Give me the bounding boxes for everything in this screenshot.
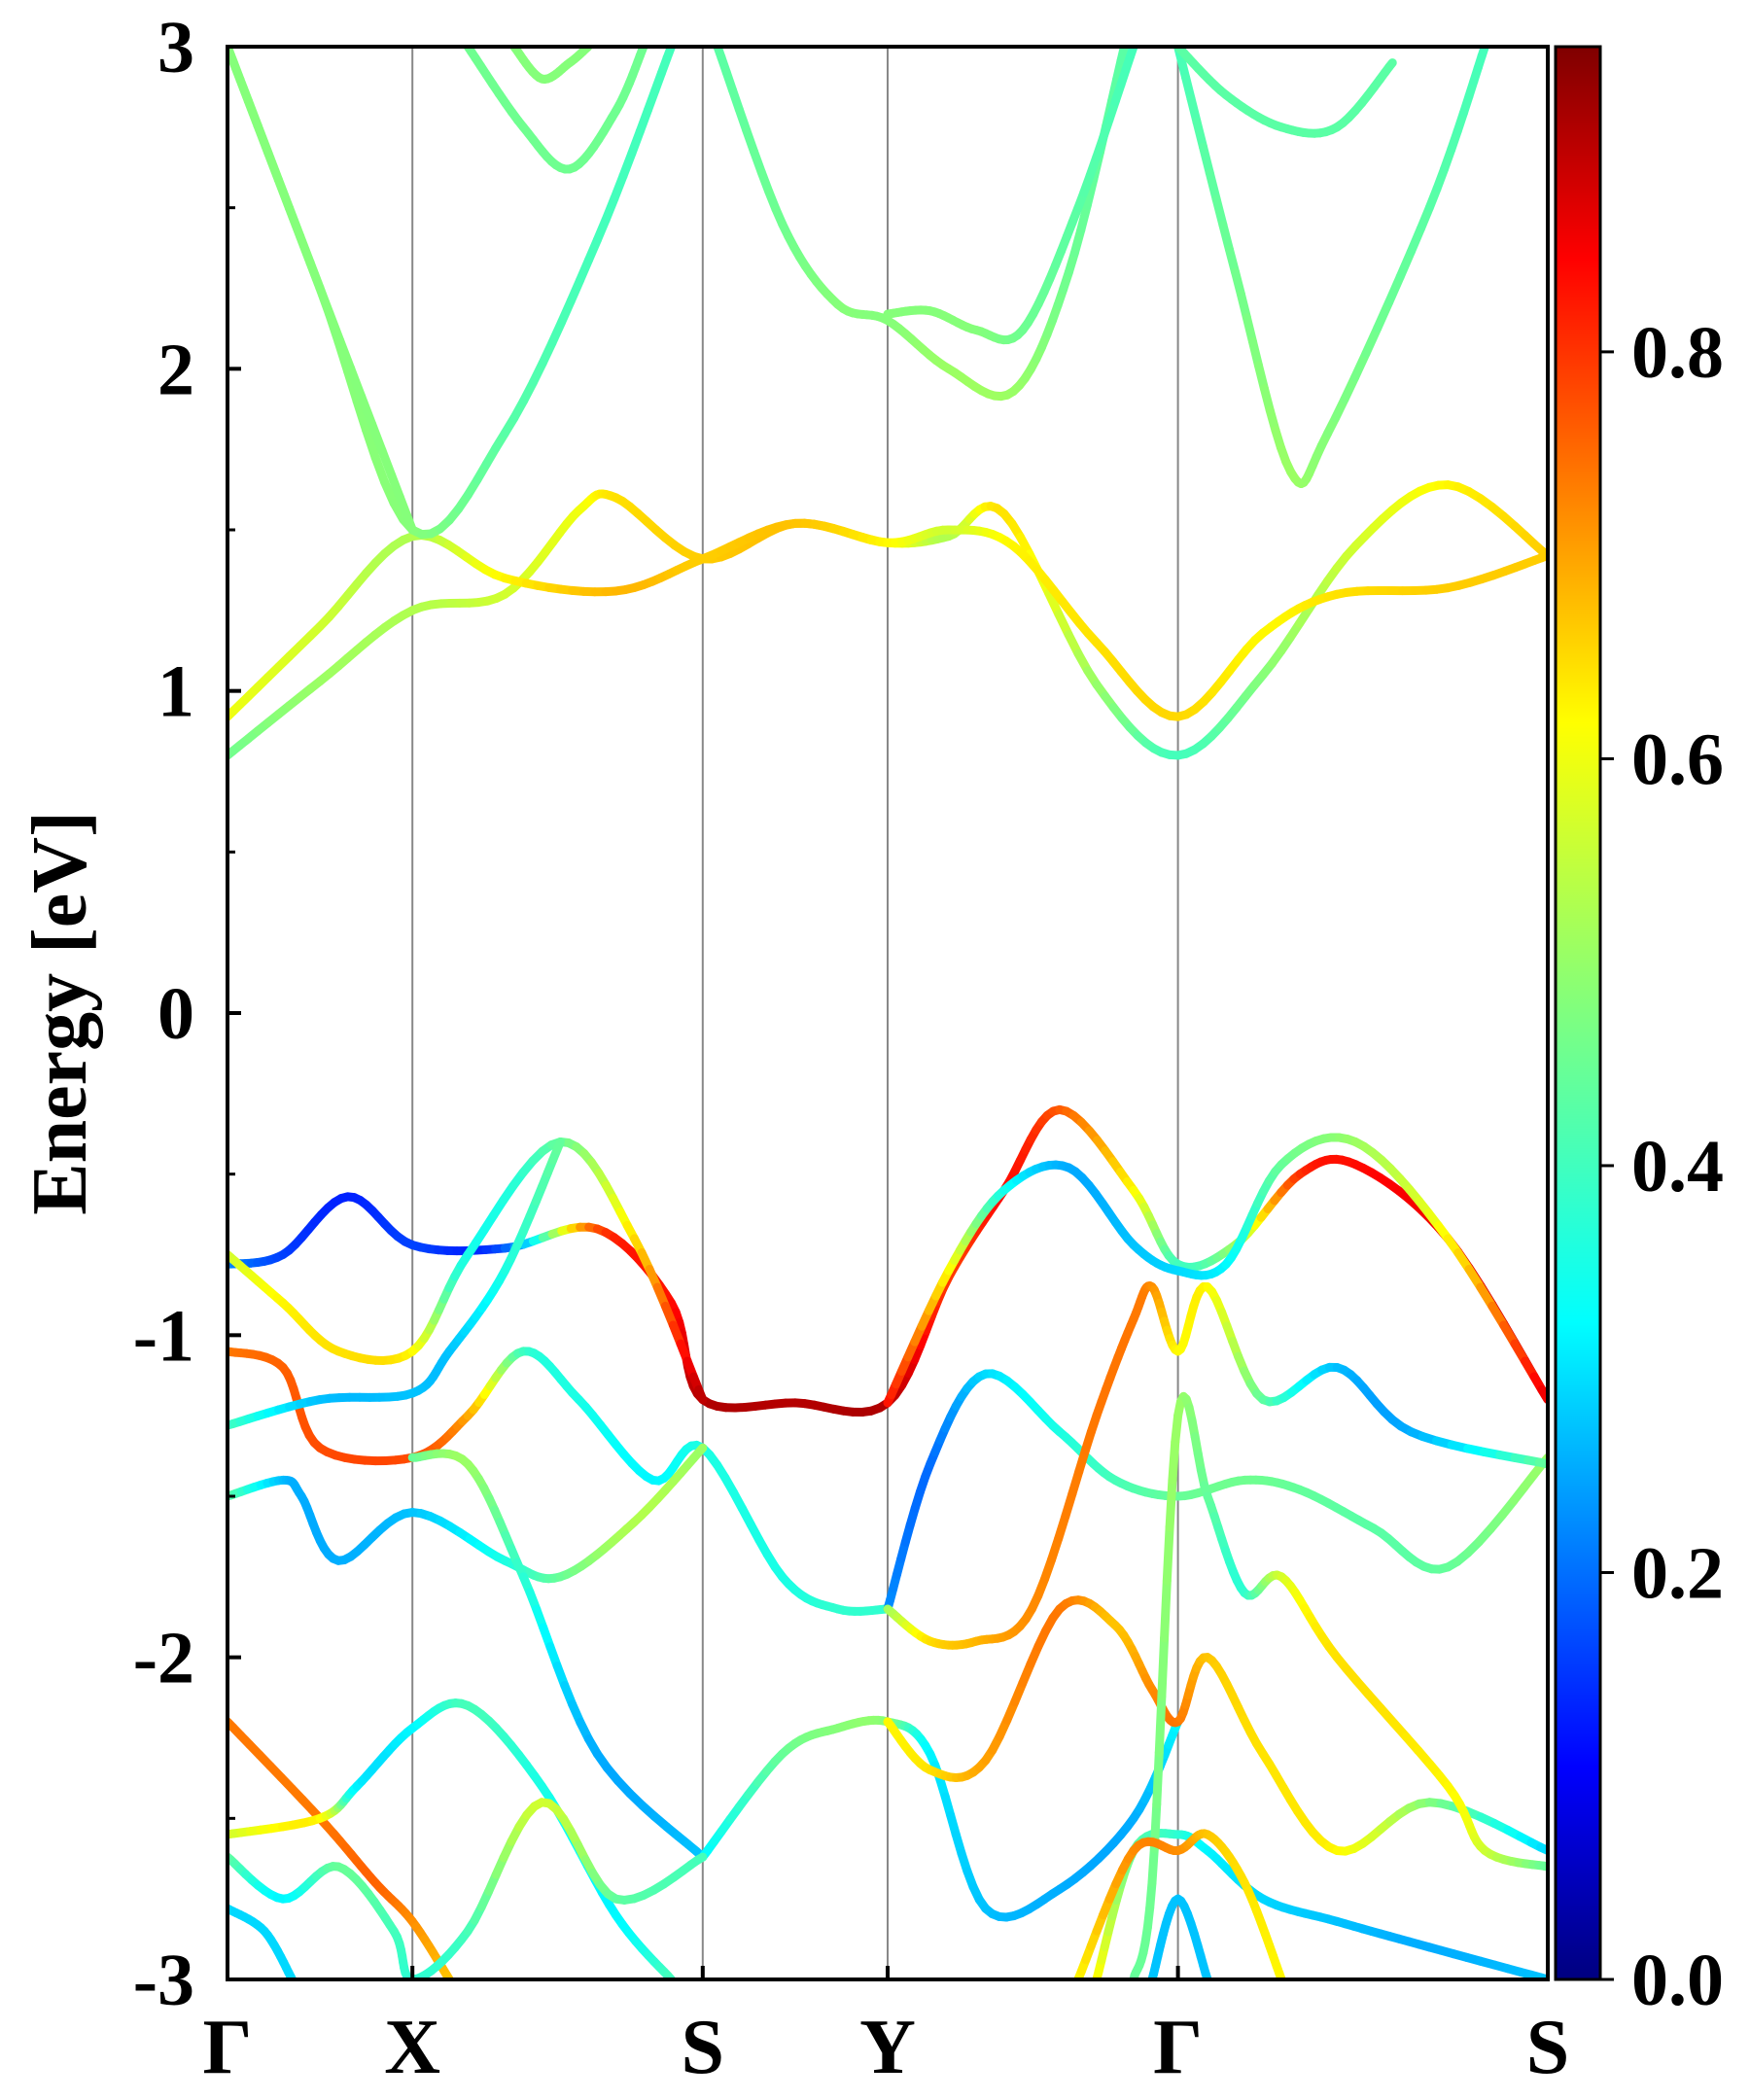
band-24 [1073,1829,1286,1979]
y-tick-label: 2 [158,329,194,410]
x-tick-label: X [384,2005,440,2090]
band-segment [244,96,262,131]
band-segment [296,231,315,268]
band-segment [362,425,380,463]
x-tick-label: S [682,2005,725,2090]
band-segment [1162,1522,1174,1586]
band-2 [228,518,1548,721]
band-19 [698,1715,1183,1922]
band-segment [694,1384,708,1405]
band-segment [325,308,345,345]
band-segment [1350,348,1371,382]
y-tick-label: 3 [158,7,194,88]
band-segment [1082,174,1099,210]
band-segment [1205,168,1221,204]
band-segment [1384,58,1397,72]
band-segment [253,122,273,158]
band-segment [370,453,390,487]
colorbar-tick-label: 0.4 [1631,1126,1724,1208]
band-segment [305,259,325,293]
band-segment [1211,194,1228,230]
band-15 [228,1138,565,1430]
band-segment [1373,298,1394,333]
band-segment [315,284,334,318]
y-tick-label: -2 [133,1618,194,1699]
band-segment [1154,1692,1167,1758]
band-29 [228,1904,298,1979]
band-segment [1384,271,1405,307]
colorbar-tick-label: 0.8 [1631,312,1724,394]
band-10 [1173,47,1397,138]
band-segment [377,445,397,480]
y-axis: -3 -2 -1 0 1 2 3 [133,7,241,2021]
band-segment [552,1138,565,1155]
band-segment [1116,47,1129,65]
band-14 [228,1347,892,1616]
band-segment [1395,247,1416,281]
y-tick-label: 0 [158,973,194,1055]
band-5 [463,47,648,174]
band-7 [713,47,1129,402]
band-segment [1152,1748,1164,1809]
band-segment [1361,324,1382,358]
band-12 [228,1138,708,1405]
band-23 [1129,1391,1548,1979]
band-segment [285,203,305,241]
x-tick-label: S [1526,2005,1570,2090]
band-segment [1147,1843,1159,1888]
colorbar: 0.0 0.2 0.4 0.6 0.8 [1554,45,1724,2021]
band-8 [883,47,1138,345]
colorbar-gradient [1554,45,1602,1981]
band-segment [346,364,367,402]
band-segment [357,392,377,429]
x-tick-label: Γ [203,2005,253,2090]
y-tick-label: 1 [158,651,194,733]
band-13 [883,1133,1548,1408]
y-axis-label: Energy [eV] [18,811,103,1214]
band-segment [352,397,371,435]
x-tick-label: Γ [1153,2005,1203,2090]
colorbar-tick-label: 0.0 [1631,1940,1724,2021]
band-segment [1160,1576,1172,1643]
band-segment [692,1852,708,1865]
band-26 [228,1717,454,1979]
band-segment [273,175,295,213]
band-segment [1199,142,1214,178]
band-segment [335,335,356,373]
band-16 [883,1369,1548,1614]
band-28 [228,1798,708,1979]
k-point-separators [411,47,1179,1979]
band-3 [228,47,676,540]
band-segment [1171,1411,1183,1447]
colorbar-tick-label: 0.2 [1631,1532,1724,1614]
band-22 [1092,1829,1548,1979]
band-17 [228,1443,708,1584]
band-segment [1157,1633,1170,1701]
band-segment [1168,1437,1180,1485]
band-segment [368,419,387,455]
band-4 [228,47,417,535]
colorbar-tick-label: 0.6 [1631,718,1724,800]
band-21 [883,1595,1548,1856]
band-6 [509,47,593,84]
band-27 [228,1698,676,1979]
x-tick-label: Y [859,2005,916,2090]
band-segment [694,1443,708,1457]
y-tick-label: -3 [133,1940,194,2021]
y-tick-label: -1 [133,1295,194,1377]
band-9 [1173,47,1489,489]
band-segment [263,148,283,185]
band-segment [1165,1475,1177,1532]
band-18 [407,1449,708,1862]
band-20 [883,1281,1548,1650]
